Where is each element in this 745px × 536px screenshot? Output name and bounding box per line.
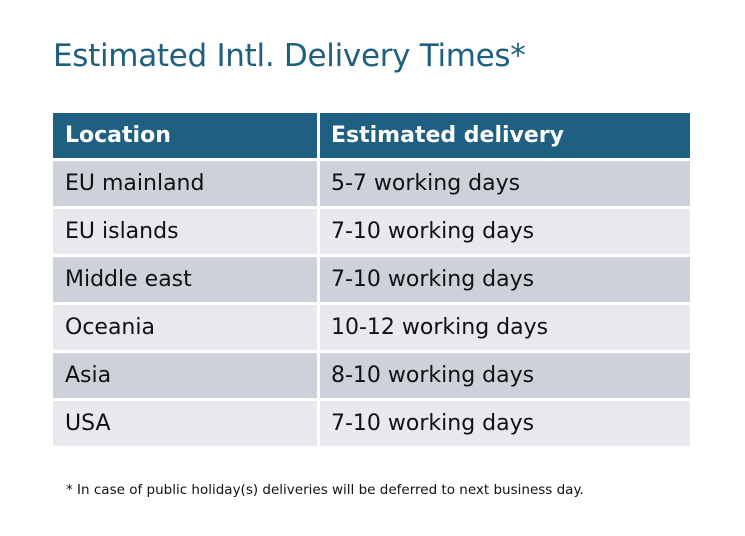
table-row: Asia 8-10 working days <box>53 353 690 398</box>
table-row: USA 7-10 working days <box>53 401 690 446</box>
location-cell: Asia <box>53 353 317 398</box>
table-row: Oceania 10-12 working days <box>53 305 690 350</box>
table-header-row: Location Estimated delivery <box>53 113 690 158</box>
column-header-estimated-delivery: Estimated delivery <box>320 113 690 158</box>
page-title: Estimated Intl. Delivery Times* <box>53 38 526 74</box>
delivery-cell: 7-10 working days <box>320 209 690 254</box>
table-row: EU mainland 5-7 working days <box>53 161 690 206</box>
delivery-cell: 5-7 working days <box>320 161 690 206</box>
column-header-location: Location <box>53 113 317 158</box>
delivery-cell: 10-12 working days <box>320 305 690 350</box>
delivery-cell: 7-10 working days <box>320 401 690 446</box>
location-cell: EU islands <box>53 209 317 254</box>
table-row: Middle east 7-10 working days <box>53 257 690 302</box>
location-cell: USA <box>53 401 317 446</box>
location-cell: Oceania <box>53 305 317 350</box>
location-cell: EU mainland <box>53 161 317 206</box>
delivery-times-table: Location Estimated delivery EU mainland … <box>53 113 690 449</box>
footnote: * In case of public holiday(s) deliverie… <box>66 482 584 498</box>
location-cell: Middle east <box>53 257 317 302</box>
delivery-cell: 8-10 working days <box>320 353 690 398</box>
delivery-cell: 7-10 working days <box>320 257 690 302</box>
table-row: EU islands 7-10 working days <box>53 209 690 254</box>
